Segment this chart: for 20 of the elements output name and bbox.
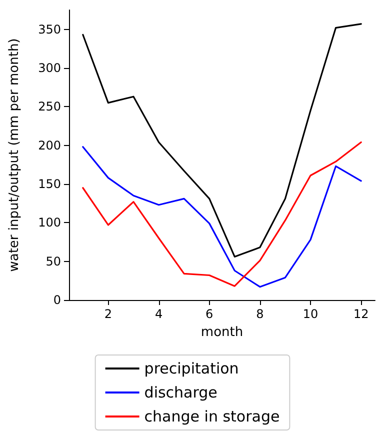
legend-label: discharge — [144, 384, 218, 402]
y-tick-label: 50 — [46, 254, 61, 268]
x-tick-label: 10 — [302, 307, 318, 321]
x-tick-label: 8 — [256, 307, 264, 321]
y-tick-label: 200 — [38, 138, 61, 152]
y-tick-label: 350 — [38, 22, 61, 36]
y-tick-label: 250 — [38, 100, 61, 114]
x-tick-label: 6 — [206, 307, 214, 321]
line-series — [82, 23, 362, 258]
y-tick-label: 150 — [38, 177, 61, 191]
legend-label: precipitation — [144, 360, 239, 378]
x-tick-label: 4 — [154, 307, 163, 321]
x-tick-label: 12 — [353, 307, 369, 321]
x-tick-label: 2 — [104, 307, 112, 321]
y-axis-title: water input/output (mm per month) — [7, 38, 22, 272]
y-tick-label: 300 — [38, 61, 61, 75]
y-tick-label: 100 — [38, 216, 61, 230]
x-axis-title: month — [200, 325, 244, 340]
legend-label: change in storage — [144, 408, 280, 426]
y-tick-label: 0 — [53, 293, 61, 307]
